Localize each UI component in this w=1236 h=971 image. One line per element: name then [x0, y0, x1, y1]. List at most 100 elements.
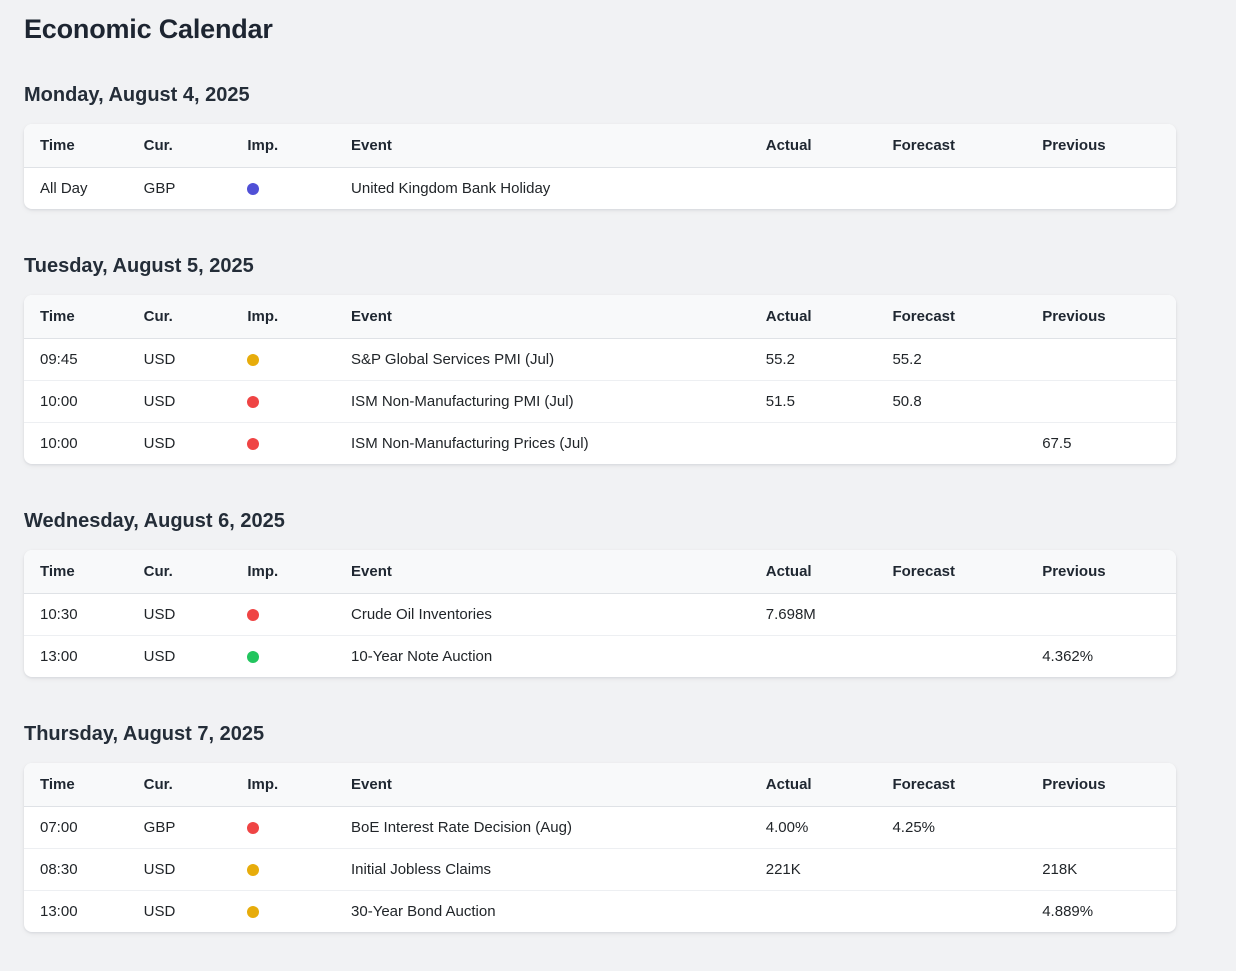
importance-dot: [247, 437, 260, 450]
column-header-forecast: Forecast: [876, 549, 1027, 594]
event-currency: GBP: [143, 179, 176, 197]
column-header-forecast: Forecast: [876, 762, 1027, 807]
column-header-forecast: Forecast: [876, 294, 1027, 339]
event-currency: USD: [127, 889, 232, 932]
column-header-importance: Imp.: [231, 549, 336, 594]
event-time: 13:00: [24, 889, 128, 932]
event-previous: 218K: [1026, 847, 1176, 891]
event-currency: USD: [143, 605, 176, 623]
column-header-time: Time: [24, 762, 128, 807]
events-table: Time Cur. Imp. Event Actual Forecast Pre…: [24, 123, 1176, 209]
event-name: ISM Non-Manufacturing PMI (Jul): [335, 379, 750, 423]
column-header-event: Event: [335, 762, 750, 807]
column-header-actual: Actual: [749, 123, 877, 168]
column-header-actual: Actual: [749, 549, 877, 594]
day-table-card: Time Cur. Imp. Event Actual Forecast Pre…: [24, 123, 1176, 209]
event-forecast: [876, 634, 1027, 677]
event-importance-cell: [231, 634, 336, 677]
column-header-importance: Imp.: [231, 762, 336, 807]
importance-dot: [247, 182, 260, 195]
day-section: Monday, August 4, 2025 Time Cur. Imp. Ev…: [24, 82, 1176, 209]
events-table: Time Cur. Imp. Event Actual Forecast Pre…: [24, 294, 1176, 464]
column-header-time: Time: [24, 549, 128, 594]
event-actual: 221K: [749, 847, 877, 891]
event-name: 10-Year Note Auction: [335, 634, 750, 677]
event-actual: 55.2: [765, 350, 795, 368]
column-header-actual: Actual: [749, 294, 877, 339]
event-forecast: [876, 847, 1027, 891]
day-heading: Thursday, August 7, 2025: [24, 722, 265, 745]
column-header-event: Event: [335, 549, 750, 594]
event-name: United Kingdom Bank Holiday: [351, 179, 551, 197]
event-name: S&P Global Services PMI (Jul): [351, 350, 555, 368]
column-header-currency: Cur.: [127, 549, 232, 594]
table-header-row: Time Cur. Imp. Event Actual Forecast Pre…: [24, 549, 1176, 594]
importance-dot: [247, 353, 260, 366]
page-title: Economic Calendar: [24, 14, 273, 44]
event-time: 09:45: [40, 350, 78, 368]
day-table-card: Time Cur. Imp. Event Actual Forecast Pre…: [24, 294, 1176, 464]
column-header-time: Time: [24, 294, 128, 339]
event-row: 10:00 USD ISM Non-Manufacturing Prices (…: [24, 421, 1176, 464]
column-header-previous: Previous: [1026, 123, 1176, 168]
event-forecast: 55.2: [892, 350, 922, 368]
event-name: ISM Non-Manufacturing Prices (Jul): [335, 421, 750, 464]
event-importance-cell: [231, 593, 335, 635]
table-header-row: Time Cur. Imp. Event Actual Forecast Pre…: [24, 762, 1176, 807]
day-heading: Wednesday, August 6, 2025: [24, 509, 285, 532]
event-name: Initial Jobless Claims: [335, 847, 750, 891]
event-row: 13:00 USD 30-Year Bond Auction 4.889%: [24, 889, 1176, 932]
event-importance-cell: [231, 806, 335, 848]
event-row: 09:45 USD S&P Global Services PMI (Jul) …: [24, 338, 1176, 380]
event-row: 13:00 USD 10-Year Note Auction 4.362%: [24, 634, 1176, 677]
event-previous: 4.362%: [1026, 634, 1176, 677]
event-row: 10:30 USD Crude Oil Inventories 7.698M: [24, 593, 1176, 635]
day-table-card: Time Cur. Imp. Event Actual Forecast Pre…: [24, 762, 1176, 932]
column-header-event: Event: [335, 294, 750, 339]
day-heading: Monday, August 4, 2025: [24, 83, 250, 106]
event-time: 10:00: [24, 379, 128, 423]
column-header-actual: Actual: [749, 762, 877, 807]
event-previous: 67.5: [1026, 421, 1176, 464]
event-previous: 4.889%: [1026, 889, 1176, 932]
column-header-currency: Cur.: [127, 123, 232, 168]
importance-dot: [247, 395, 260, 408]
event-currency: USD: [127, 379, 232, 423]
events-table: Time Cur. Imp. Event Actual Forecast Pre…: [24, 762, 1176, 932]
event-previous: [1026, 379, 1176, 423]
table-header-row: Time Cur. Imp. Event Actual Forecast Pre…: [24, 123, 1176, 168]
event-importance-cell: [231, 889, 336, 932]
day-heading: Tuesday, August 5, 2025: [24, 254, 254, 277]
event-previous: [1026, 338, 1176, 380]
event-actual: [750, 167, 877, 209]
event-importance-cell: [231, 167, 335, 209]
event-previous: [1026, 806, 1176, 848]
day-table-card: Time Cur. Imp. Event Actual Forecast Pre…: [24, 549, 1176, 677]
event-importance-cell: [231, 421, 336, 464]
importance-dot: [247, 650, 260, 663]
event-time: 10:30: [40, 605, 78, 623]
event-importance-cell: [231, 847, 336, 891]
event-previous: [1026, 167, 1176, 209]
importance-dot: [247, 905, 260, 918]
event-forecast: 50.8: [876, 379, 1027, 423]
event-name: 30-Year Bond Auction: [335, 889, 750, 932]
event-actual: [749, 421, 877, 464]
column-header-forecast: Forecast: [876, 123, 1027, 168]
column-header-time: Time: [24, 123, 128, 168]
column-header-currency: Cur.: [127, 762, 232, 807]
event-time: All Day: [40, 179, 88, 197]
event-forecast: [876, 421, 1027, 464]
table-header-row: Time Cur. Imp. Event Actual Forecast Pre…: [24, 294, 1176, 339]
event-currency: USD: [127, 847, 232, 891]
event-row: All Day GBP United Kingdom Bank Holiday: [24, 167, 1176, 209]
event-previous: [1026, 593, 1176, 635]
event-forecast: [876, 593, 1026, 635]
event-time: 13:00: [24, 634, 128, 677]
column-header-previous: Previous: [1026, 549, 1176, 594]
event-time: 08:30: [24, 847, 128, 891]
event-forecast: [876, 889, 1027, 932]
event-row: 08:30 USD Initial Jobless Claims 221K 21…: [24, 847, 1176, 891]
event-time: 10:00: [24, 421, 128, 464]
